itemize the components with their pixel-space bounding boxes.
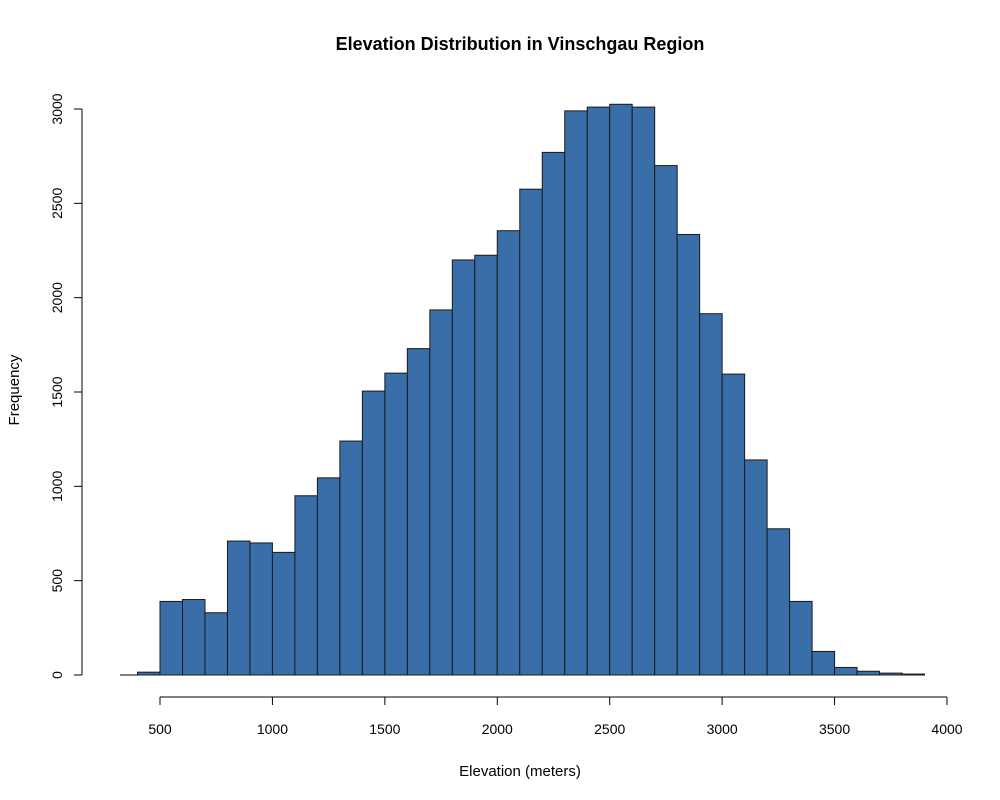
- x-axis-label: Elevation (meters): [459, 763, 581, 780]
- histogram-bar: [451, 259, 476, 676]
- x-tick-label: 500: [148, 721, 172, 737]
- histogram-bar: [654, 165, 678, 676]
- y-tick-label: 500: [49, 569, 65, 593]
- x-axis: 500 1000 1500 2000 2500 3000 3500 4000: [120, 674, 963, 737]
- histogram-bar: [676, 233, 701, 676]
- bars-group: [137, 103, 926, 676]
- histogram-bar: [699, 313, 723, 676]
- histogram-bar: [519, 188, 543, 676]
- y-tick-label: 1500: [49, 376, 65, 407]
- chart-title: Elevation Distribution in Vinschgau Regi…: [336, 34, 705, 54]
- histogram-bar: [271, 551, 296, 676]
- histogram-bar: [586, 106, 611, 676]
- histogram-bar: [541, 151, 566, 676]
- histogram-bar: [631, 106, 656, 676]
- histogram-bar: [564, 110, 588, 676]
- y-tick-label: 3000: [49, 93, 65, 124]
- histogram-bar: [339, 440, 363, 676]
- x-tick-label: 3500: [819, 721, 850, 737]
- histogram-bar: [721, 373, 746, 676]
- histogram-bar: [249, 542, 273, 676]
- y-tick-label: 2500: [49, 188, 65, 219]
- x-tick-label: 1500: [369, 721, 400, 737]
- histogram-bar: [744, 459, 768, 676]
- histogram-bar: [856, 670, 881, 676]
- histogram-bar: [496, 230, 521, 676]
- y-axis: 0 500 1000 1500 2000 2500 3000: [49, 93, 83, 679]
- histogram-bar: [361, 390, 386, 676]
- histogram-bar: [789, 600, 813, 676]
- x-tick-label: 2500: [594, 721, 625, 737]
- y-axis-label: Frequency: [6, 354, 23, 425]
- histogram-bar: [384, 372, 408, 676]
- histogram-bar: [901, 673, 926, 676]
- histogram-bar: [204, 612, 228, 676]
- histogram-bar: [406, 348, 431, 676]
- histogram-bar: [429, 309, 453, 676]
- y-tick-label: 0: [49, 671, 65, 679]
- y-tick-label: 2000: [49, 282, 65, 313]
- histogram-bar: [766, 528, 791, 676]
- histogram-bar: [294, 495, 318, 676]
- histogram-bar: [811, 650, 836, 676]
- histogram-bar: [834, 666, 858, 676]
- histogram-bar: [181, 599, 206, 676]
- histogram-bar: [474, 254, 498, 676]
- histogram-bar: [137, 671, 161, 676]
- x-tick-label: 2000: [482, 721, 513, 737]
- histogram-bar: [159, 600, 183, 676]
- x-tick-label: 1000: [257, 721, 288, 737]
- x-tick-label: 4000: [931, 721, 962, 737]
- histogram-bar: [609, 103, 633, 676]
- histogram-bar: [316, 477, 341, 676]
- x-tick-label: 3000: [707, 721, 738, 737]
- histogram-bar: [879, 672, 903, 676]
- histogram-bar: [226, 540, 251, 676]
- y-tick-label: 1000: [49, 471, 65, 502]
